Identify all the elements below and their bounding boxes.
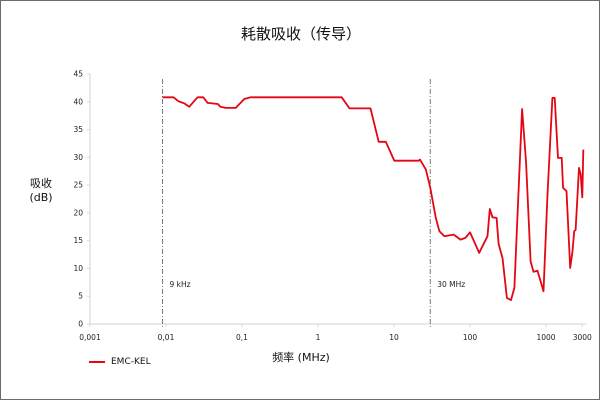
- y-tick-label: 35: [73, 125, 83, 134]
- y-tick-label: 45: [73, 70, 83, 79]
- y-tick-label: 10: [73, 264, 83, 273]
- y-tick-label: 5: [78, 292, 83, 301]
- y-tick-label: 15: [73, 236, 83, 245]
- x-tick-label: 3000: [573, 333, 592, 342]
- legend-label: EMC-KEL: [111, 357, 151, 367]
- x-axis-label: 频率 (MHz): [272, 351, 330, 364]
- x-tick-label: 0,001: [79, 333, 101, 342]
- y-axis-label-line: (dB): [29, 191, 53, 204]
- x-tick-label: 10: [389, 333, 399, 342]
- x-tick-label: 0,01: [158, 333, 175, 342]
- y-tick-label: 40: [73, 97, 83, 106]
- reference-label: 30 MHz: [437, 280, 465, 289]
- y-tick-label: 30: [73, 153, 83, 162]
- y-tick-label: 20: [73, 208, 83, 217]
- y-axis-label-line: 吸收: [30, 177, 52, 190]
- y-tick-label: 25: [73, 181, 83, 190]
- legend-swatch: [89, 361, 105, 363]
- chart-title: 耗散吸收（传导）: [240, 25, 361, 43]
- x-tick-label: 1000: [536, 333, 555, 342]
- reference-label: 9 kHz: [170, 280, 191, 289]
- y-axis-label: 吸收 (dB): [23, 177, 59, 205]
- x-tick-label: 1: [316, 333, 321, 342]
- y-tick-label: 0: [78, 320, 83, 329]
- x-tick-label: 0,1: [236, 333, 248, 342]
- legend: EMC-KEL: [89, 357, 151, 367]
- series-line-emc-kel: [162, 96, 585, 301]
- x-tick-label: 100: [463, 333, 478, 342]
